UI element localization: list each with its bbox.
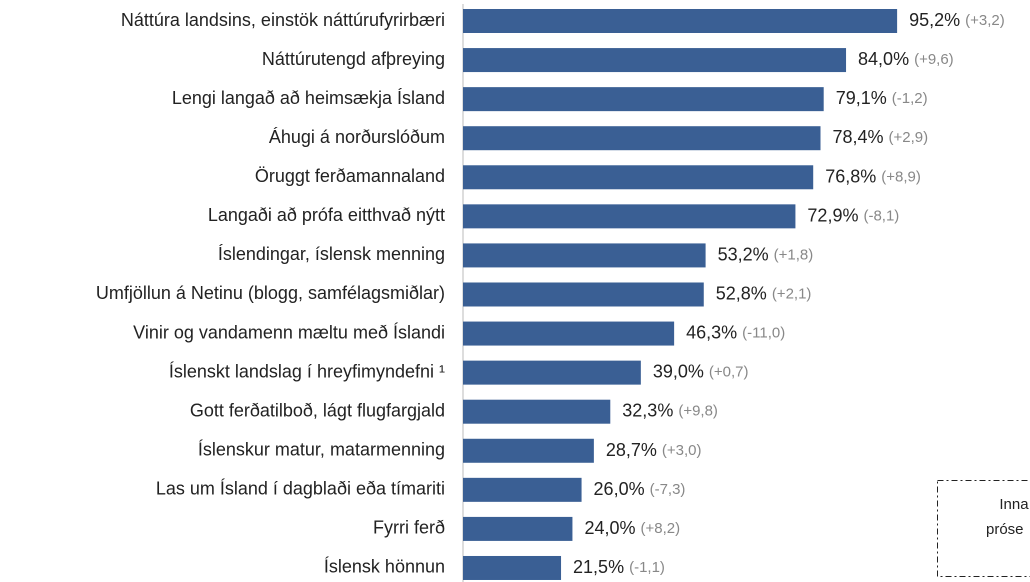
value-label: 79,1% (-1,2): [836, 88, 928, 108]
change-text: (-7,3): [650, 481, 686, 498]
bar: [463, 321, 675, 346]
value-label: 21,5% (-1,1): [573, 557, 665, 577]
bar: [463, 555, 562, 580]
bar: [463, 477, 582, 502]
note-text: próse: [986, 521, 1024, 538]
value-text: 52,8%: [716, 283, 767, 303]
category-label: Íslensk hönnun: [324, 557, 445, 577]
bar: [463, 126, 821, 151]
change-text: (+2,1): [772, 285, 812, 302]
value-label: 84,0% (+9,6): [858, 49, 954, 69]
value-label: 39,0% (+0,7): [653, 361, 749, 381]
value-text: 84,0%: [858, 49, 909, 69]
value-label: 72,9% (-8,1): [807, 205, 899, 225]
value-label: 26,0% (-7,3): [594, 479, 686, 499]
note-box: [937, 480, 1030, 577]
value-text: 21,5%: [573, 557, 624, 577]
bar: [463, 360, 641, 385]
category-label: Íslendingar, íslensk menning: [218, 244, 445, 264]
category-label: Náttúrutengd afþreying: [262, 49, 445, 69]
bar: [463, 282, 704, 307]
change-text: (-11,0): [742, 325, 785, 342]
change-text: (+3,0): [662, 442, 702, 459]
value-text: 26,0%: [594, 479, 645, 499]
category-label: Öruggt ferðamannaland: [255, 166, 445, 186]
category-label: Fyrri ferð: [373, 518, 445, 538]
value-text: 72,9%: [807, 205, 858, 225]
bar: [463, 9, 898, 33]
bar: [463, 87, 824, 112]
value-text: 24,0%: [584, 518, 635, 538]
value-label: 53,2% (+1,8): [718, 244, 814, 264]
change-text: (+8,2): [640, 520, 680, 537]
value-text: 39,0%: [653, 361, 704, 381]
category-label: Las um Ísland í dagblaði eða tímariti: [156, 479, 445, 499]
value-label: 32,3% (+9,8): [622, 400, 718, 420]
bar: [463, 48, 847, 73]
category-label: Lengi langað að heimsækja Ísland: [172, 88, 445, 108]
change-text: (-1,2): [892, 90, 928, 107]
change-text: (+0,7): [709, 364, 749, 381]
change-text: (+2,9): [889, 129, 929, 146]
bar: [463, 204, 796, 229]
bar: [463, 165, 814, 190]
category-label: Náttúra landsins, einstök náttúrufyrirbæ…: [121, 10, 445, 30]
value-label: 24,0% (+8,2): [584, 518, 680, 538]
bar: [463, 438, 594, 463]
value-label: 46,3% (-11,0): [686, 322, 785, 342]
value-text: 76,8%: [825, 166, 876, 186]
value-text: 53,2%: [718, 244, 769, 264]
change-text: (+9,8): [678, 403, 718, 420]
value-text: 46,3%: [686, 322, 737, 342]
bar: [463, 516, 573, 541]
category-label: Íslenskt landslag í hreyfimyndefni ¹: [169, 361, 445, 381]
category-label: Langaði að prófa eitthvað nýtt: [208, 205, 445, 225]
change-text: (-8,1): [863, 207, 899, 224]
change-text: (+8,9): [881, 168, 921, 185]
value-label: 95,2% (+3,2): [909, 10, 1005, 30]
category-label: Gott ferðatilboð, lágt flugfargjald: [190, 400, 445, 420]
change-text: (+3,2): [965, 12, 1005, 29]
value-text: 32,3%: [622, 400, 673, 420]
value-text: 28,7%: [606, 440, 657, 460]
change-text: (-1,1): [629, 559, 665, 576]
value-text: 79,1%: [836, 88, 887, 108]
bar: [463, 399, 611, 424]
value-label: 28,7% (+3,0): [606, 440, 702, 460]
value-text: 78,4%: [833, 127, 884, 147]
category-label: Umfjöllun á Netinu (blogg, samfélagsmiðl…: [96, 283, 445, 303]
value-text: 95,2%: [909, 10, 960, 30]
change-text: (+1,8): [774, 246, 814, 263]
category-label: Íslenskur matur, matarmenning: [198, 440, 445, 460]
value-label: 52,8% (+2,1): [716, 283, 812, 303]
change-text: (+9,6): [914, 51, 954, 68]
bar: [463, 243, 706, 268]
category-label: Vinir og vandamenn mæltu með Íslandi: [133, 322, 445, 342]
note-text: Inna: [999, 496, 1029, 513]
value-label: 78,4% (+2,9): [833, 127, 929, 147]
value-label: 76,8% (+8,9): [825, 166, 921, 186]
category-label: Áhugi á norðurslóðum: [269, 127, 445, 147]
